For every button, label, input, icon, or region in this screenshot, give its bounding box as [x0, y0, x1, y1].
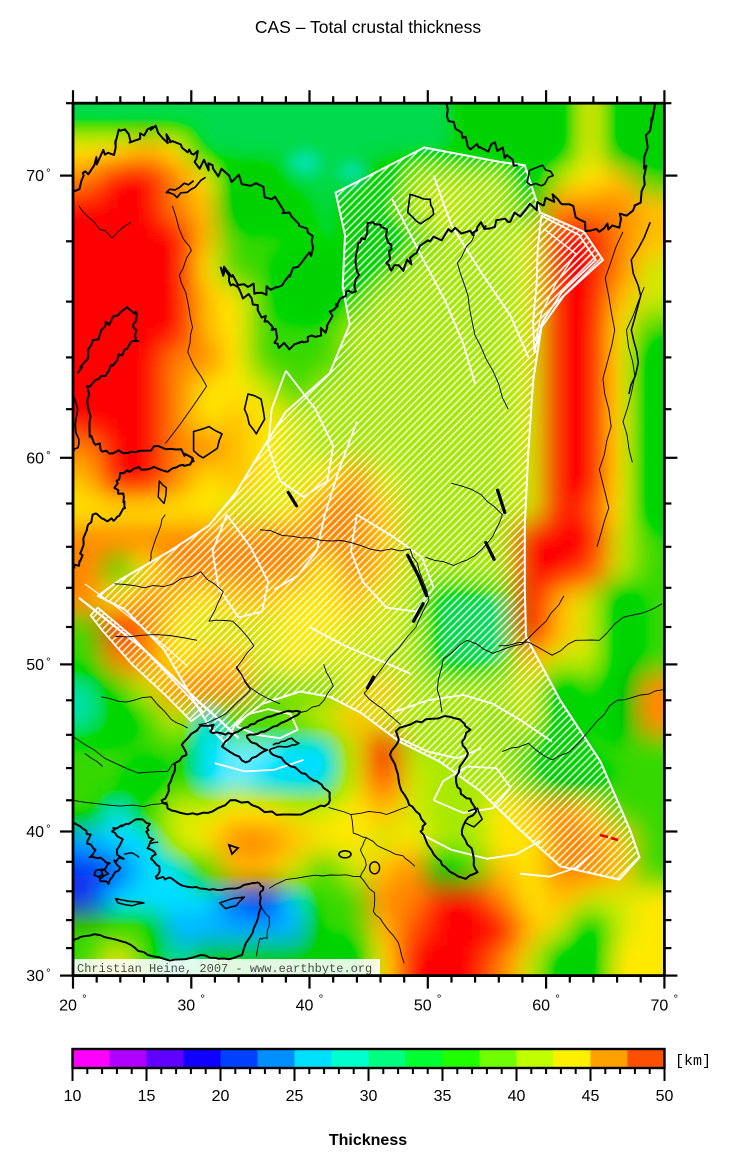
svg-text:30: 30 — [177, 998, 195, 1015]
svg-text:°: ° — [46, 966, 51, 980]
svg-text:°: ° — [46, 822, 51, 836]
svg-text:[km]: [km] — [675, 1053, 711, 1070]
svg-text:60: 60 — [26, 450, 44, 467]
svg-text:Christian Heine, 2007 - www.ea: Christian Heine, 2007 - www.earthbyte.or… — [77, 962, 372, 976]
svg-text:CAS – Total crustal thickness: CAS – Total crustal thickness — [255, 17, 482, 37]
svg-text:50: 50 — [26, 657, 44, 674]
svg-text:°: ° — [200, 992, 205, 1006]
svg-text:40: 40 — [26, 824, 44, 841]
svg-text:20: 20 — [212, 1088, 230, 1105]
svg-text:Thickness: Thickness — [329, 1132, 407, 1149]
svg-text:°: ° — [46, 654, 51, 668]
svg-text:70: 70 — [651, 998, 669, 1015]
svg-text:70: 70 — [26, 168, 44, 185]
svg-text:40: 40 — [508, 1088, 526, 1105]
svg-text:°: ° — [555, 992, 560, 1006]
svg-text:10: 10 — [64, 1088, 82, 1105]
svg-text:30: 30 — [26, 968, 44, 985]
svg-text:°: ° — [437, 992, 442, 1006]
svg-text:25: 25 — [286, 1088, 304, 1105]
svg-text:20: 20 — [59, 998, 77, 1015]
svg-text:35: 35 — [434, 1088, 452, 1105]
svg-text:30: 30 — [360, 1088, 378, 1105]
svg-text:50: 50 — [414, 998, 432, 1015]
svg-text:45: 45 — [582, 1088, 600, 1105]
svg-text:°: ° — [319, 992, 324, 1006]
svg-text:°: ° — [46, 166, 51, 180]
svg-text:40: 40 — [296, 998, 314, 1015]
svg-text:50: 50 — [656, 1088, 674, 1105]
svg-text:°: ° — [673, 992, 678, 1006]
svg-text:15: 15 — [138, 1088, 156, 1105]
svg-text:°: ° — [46, 448, 51, 462]
svg-text:60: 60 — [532, 998, 550, 1015]
svg-text:°: ° — [82, 992, 87, 1006]
